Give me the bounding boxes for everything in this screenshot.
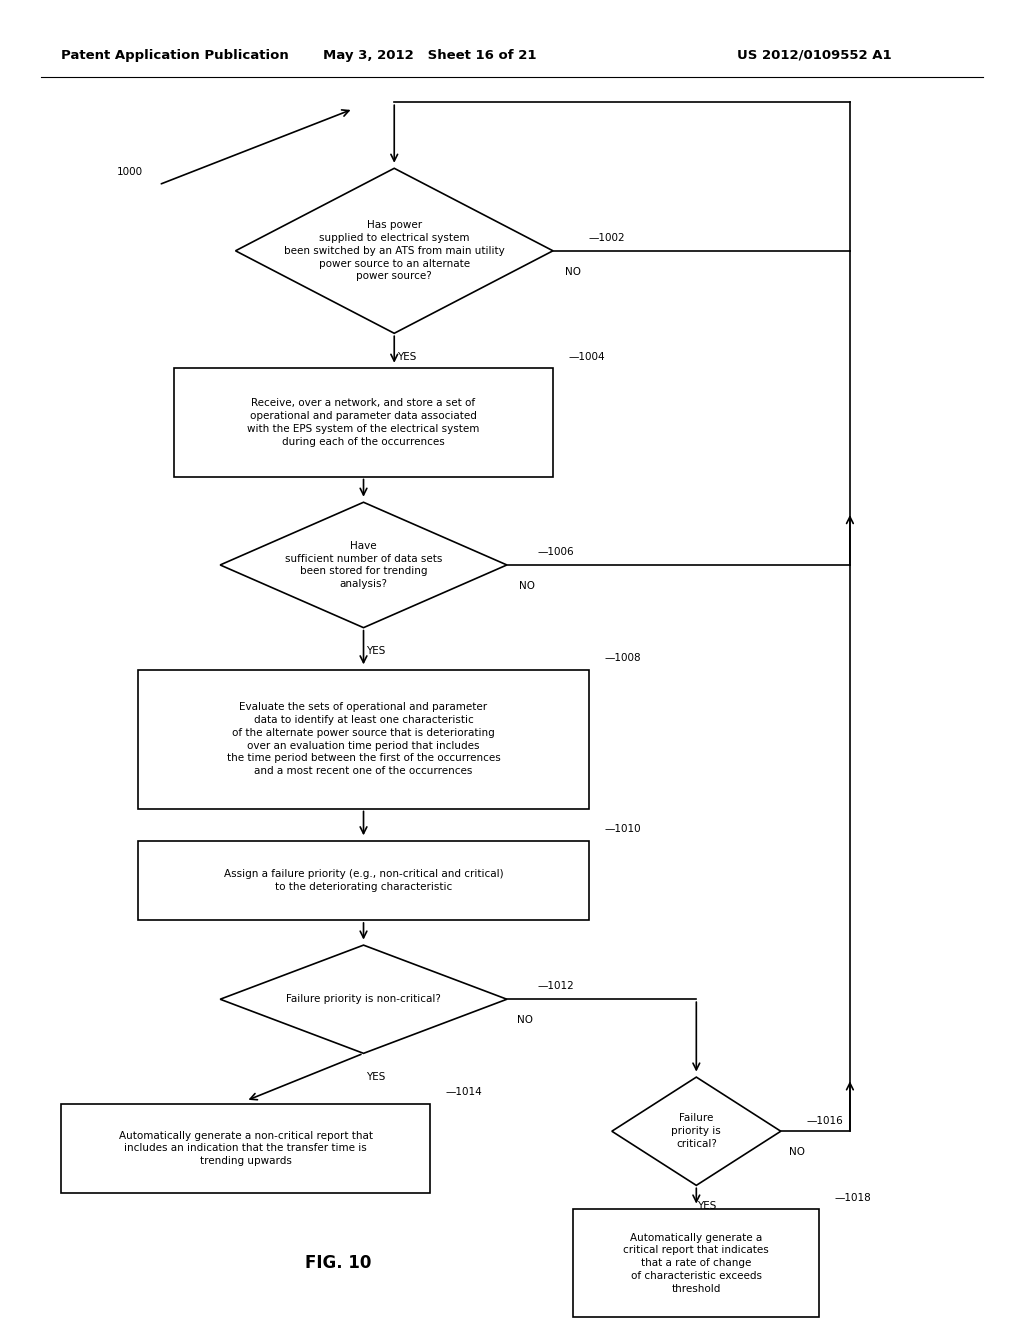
Text: Automatically generate a
critical report that indicates
that a rate of change
of: Automatically generate a critical report…	[624, 1233, 769, 1294]
Text: Patent Application Publication: Patent Application Publication	[61, 49, 289, 62]
Text: Receive, over a network, and store a set of
operational and parameter data assoc: Receive, over a network, and store a set…	[248, 399, 479, 446]
Text: —1018: —1018	[835, 1192, 871, 1203]
Bar	[61, 1104, 430, 1193]
Text: May 3, 2012   Sheet 16 of 21: May 3, 2012 Sheet 16 of 21	[324, 49, 537, 62]
Bar	[138, 841, 589, 920]
Text: Evaluate the sets of operational and parameter
data to identify at least one cha: Evaluate the sets of operational and par…	[226, 702, 501, 776]
Text: YES: YES	[397, 352, 416, 362]
Text: Has power
supplied to electrical system
been switched by an ATS from main utilit: Has power supplied to electrical system …	[284, 220, 505, 281]
Text: YES: YES	[367, 1072, 385, 1082]
Text: —1010: —1010	[604, 824, 641, 834]
Bar	[138, 671, 589, 808]
Text: —1014: —1014	[445, 1086, 482, 1097]
Bar	[573, 1209, 819, 1317]
Text: FIG. 10: FIG. 10	[305, 1254, 371, 1272]
Text: NO: NO	[517, 1015, 534, 1026]
Text: US 2012/0109552 A1: US 2012/0109552 A1	[737, 49, 892, 62]
Text: Failure priority is non-critical?: Failure priority is non-critical?	[286, 994, 441, 1005]
Text: Failure
priority is
critical?: Failure priority is critical?	[672, 1114, 721, 1148]
Text: NO: NO	[790, 1147, 805, 1158]
Text: Assign a failure priority (e.g., non-critical and critical)
to the deteriorating: Assign a failure priority (e.g., non-cri…	[223, 869, 504, 892]
Text: —1006: —1006	[538, 546, 574, 557]
Text: NO: NO	[519, 581, 536, 591]
Text: YES: YES	[367, 647, 385, 656]
Text: Automatically generate a non-critical report that
includes an indication that th: Automatically generate a non-critical re…	[119, 1131, 373, 1166]
Text: NO: NO	[565, 267, 582, 277]
Text: YES: YES	[697, 1201, 716, 1212]
Text: 1000: 1000	[117, 166, 143, 177]
Text: —1016: —1016	[807, 1115, 843, 1126]
Text: —1008: —1008	[604, 653, 641, 663]
Text: —1004: —1004	[568, 351, 605, 362]
Text: —1012: —1012	[538, 981, 574, 991]
Text: Have
sufficient number of data sets
been stored for trending
analysis?: Have sufficient number of data sets been…	[285, 541, 442, 589]
Bar	[174, 368, 553, 477]
Text: —1002: —1002	[589, 232, 626, 243]
